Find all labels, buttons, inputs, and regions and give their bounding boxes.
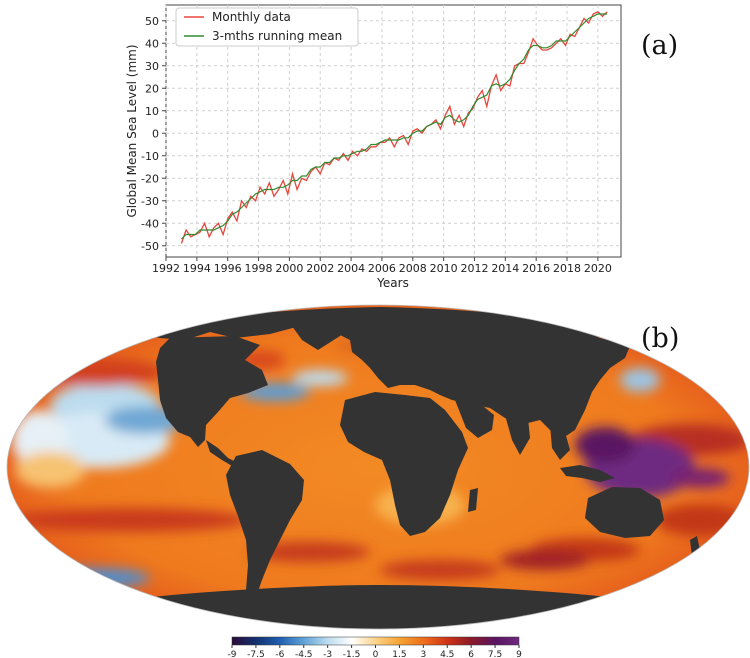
indonesia <box>560 465 615 482</box>
y-tick-label: 30 <box>145 60 159 73</box>
colorbar-tick-label: -6 <box>275 650 284 658</box>
x-tick-label: 2016 <box>522 262 550 275</box>
south-america <box>226 450 304 606</box>
colorbar-tick-label: 4.5 <box>440 650 454 658</box>
x-tick-label: 1996 <box>214 262 242 275</box>
y-tick-label: -50 <box>141 240 159 253</box>
grid-lines <box>165 5 621 257</box>
colorbar-ticks: -9 -7.5 -6 -4.5 -3 -1.5 0 1.5 3 4.5 6 7.5 9 <box>228 645 522 658</box>
y-tick-label: 40 <box>145 37 159 50</box>
greenland <box>292 312 352 350</box>
colorbar-tick-label: 0 <box>373 650 379 658</box>
colorbar-tick-label: 3 <box>420 650 426 658</box>
colorbar-tick-label: -4.5 <box>295 650 313 658</box>
x-tick-label: 2012 <box>460 262 488 275</box>
x-tick-label: 1994 <box>183 262 211 275</box>
australia <box>585 487 664 538</box>
y-tick-label: 50 <box>145 15 159 28</box>
legend: Monthly data 3-mths running mean <box>175 7 359 47</box>
series-line-running-mean <box>180 13 608 240</box>
y-tick-label: -10 <box>141 150 159 163</box>
panel-label-b: (b) <box>641 323 679 354</box>
sea-level-trend-map: (b) -9 -7.5 -6 -4.5 -3 -1.5 0 1.5 3 4.5 6 7.5 9 <box>6 304 750 658</box>
x-axis-title: Years <box>376 276 409 290</box>
colorbar-scale <box>231 636 520 646</box>
colorbar-tick-label: 7.5 <box>488 650 502 658</box>
x-tick-label: 2004 <box>337 262 365 275</box>
eurasia <box>350 326 630 440</box>
x-tick-label: 2010 <box>430 262 458 275</box>
x-tick-label: 1998 <box>245 262 273 275</box>
colorbar: -9 -7.5 -6 -4.5 -3 -1.5 0 1.5 3 4.5 6 7.5 9 <box>228 636 522 658</box>
plot-frame <box>165 4 622 258</box>
africa <box>340 392 468 536</box>
sea-level-chart: -50 -40 -30 -20 -10 0 10 20 30 40 50 1992 1994 1996 1… <box>125 4 678 290</box>
x-tick-label: 2020 <box>584 262 612 275</box>
legend-label-running-mean: 3-mths running mean <box>212 29 342 43</box>
y-tick-label: 10 <box>145 105 159 118</box>
y-tick-label: 20 <box>145 82 159 95</box>
panel-label-a: (a) <box>641 30 678 61</box>
x-tick-label: 1992 <box>152 262 180 275</box>
x-tick-label: 2002 <box>306 262 334 275</box>
india <box>505 415 530 455</box>
map-outline <box>6 304 750 630</box>
colorbar-tick-label: 9 <box>516 650 522 658</box>
colorbar-tick-label: -1.5 <box>343 650 361 658</box>
southeast-asia <box>550 425 570 460</box>
x-tick-label: 2018 <box>553 262 581 275</box>
y-tick-label: -40 <box>141 217 159 230</box>
y-tick-label: -20 <box>141 172 159 185</box>
madagascar <box>468 488 478 512</box>
legend-box <box>175 7 359 47</box>
x-tick-label: 2008 <box>399 262 427 275</box>
colorbar-tick-label: 6 <box>468 650 474 658</box>
colorbar-tick-label: -3 <box>323 650 332 658</box>
y-tick-label: -30 <box>141 195 159 208</box>
arabia <box>455 400 494 438</box>
central-america <box>206 440 236 466</box>
x-tick-label: 2014 <box>491 262 519 275</box>
colorbar-tick-label: 1.5 <box>392 650 406 658</box>
colorbar-tick-label: -7.5 <box>247 650 265 658</box>
y-axis-ticks: -50 -40 -30 -20 -10 0 10 20 30 40 50 <box>141 15 166 253</box>
north-america <box>156 336 268 447</box>
x-tick-label: 2000 <box>275 262 303 275</box>
colorbar-tick-label: -9 <box>228 650 237 658</box>
x-axis-ticks: 1992 1994 1996 1998 2000 2002 2004 2006 2008 2010… <box>152 257 612 275</box>
y-axis-title: Global Mean Sea Level (mm) <box>125 44 139 217</box>
legend-label-monthly-data: Monthly data <box>212 10 291 24</box>
x-tick-label: 2006 <box>368 262 396 275</box>
y-tick-label: 0 <box>152 127 159 140</box>
